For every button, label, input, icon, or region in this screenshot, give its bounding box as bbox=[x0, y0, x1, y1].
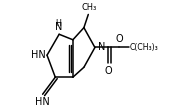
Text: HN: HN bbox=[31, 50, 46, 60]
Text: O: O bbox=[104, 66, 112, 76]
Text: N: N bbox=[55, 22, 62, 32]
Text: H: H bbox=[56, 19, 62, 28]
Text: CH₃: CH₃ bbox=[81, 3, 97, 12]
Text: C(CH₃)₃: C(CH₃)₃ bbox=[130, 43, 158, 52]
Text: HN: HN bbox=[35, 97, 49, 107]
Text: O: O bbox=[115, 34, 123, 44]
Text: N: N bbox=[98, 42, 105, 52]
